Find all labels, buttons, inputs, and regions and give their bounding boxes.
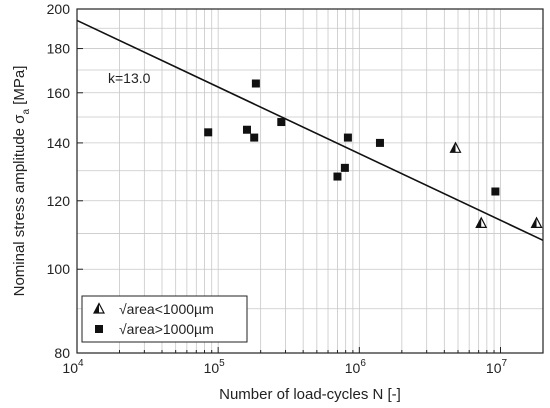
data-point-square (375, 138, 384, 147)
x-tick-label: 104 (62, 358, 84, 376)
y-tick-label: 120 (47, 193, 71, 209)
legend: √area<1000µm √area>1000µm (81, 295, 248, 343)
data-point-triangle-shade (476, 217, 482, 228)
x-tick-base: 10 (345, 360, 361, 376)
data-point-square (250, 133, 259, 142)
x-tick-label: 107 (486, 358, 508, 376)
fit-line-group (76, 19, 544, 242)
x-tick-exponent: 6 (360, 358, 366, 369)
annotations: k=13.0 (108, 70, 151, 86)
y-tick-label: 200 (47, 1, 71, 17)
axis-labels: Number of load-cycles N [-] Nominal stres… (11, 66, 401, 403)
y-tick-label: 160 (47, 85, 71, 101)
legend-label: √area>1000µm (119, 321, 214, 337)
data-point-square (251, 79, 260, 88)
data-point-square (491, 187, 500, 196)
data-points (204, 79, 543, 228)
x-tick-base: 10 (62, 360, 78, 376)
y-axis-title: Nominal stress amplitude σa [MPa] (11, 66, 32, 297)
y-tick-label: 80 (54, 345, 70, 361)
legend-label: √area<1000µm (119, 301, 214, 317)
data-point-square (340, 163, 349, 172)
data-point-triangle-shade (450, 142, 456, 153)
x-tick-exponent: 7 (502, 358, 508, 369)
fit-line (76, 19, 544, 242)
y-tick-label: 180 (47, 41, 71, 57)
x-tick-base: 10 (204, 360, 220, 376)
x-tick-exponent: 5 (219, 358, 225, 369)
data-point-square (277, 118, 286, 127)
data-point-square (242, 125, 251, 134)
y-tick-label: 100 (47, 261, 71, 277)
y-axis-title-main: Nominal stress amplitude σ (11, 114, 28, 297)
data-point-triangle-shade (531, 217, 537, 228)
legend-marker-triangle-shade (94, 303, 99, 313)
legend-box (81, 295, 248, 343)
y-axis-title-subscript: a (21, 109, 32, 115)
x-tick-base: 10 (486, 360, 502, 376)
data-point-square (343, 133, 352, 142)
x-axis-title: Number of load-cycles N [-] (219, 386, 401, 403)
x-tick-exponent: 4 (78, 358, 84, 369)
y-tick-label: 140 (47, 135, 71, 151)
data-point-square (333, 172, 342, 181)
y-axis-title-unit: [MPa] (11, 66, 28, 109)
data-point-square (204, 128, 213, 137)
grid (77, 9, 543, 353)
x-tick-label: 105 (204, 358, 226, 376)
plot-frame (76, 8, 544, 354)
legend-marker-square (95, 325, 103, 333)
x-tick-label: 106 (345, 358, 367, 376)
fit-label: k=13.0 (108, 70, 151, 86)
